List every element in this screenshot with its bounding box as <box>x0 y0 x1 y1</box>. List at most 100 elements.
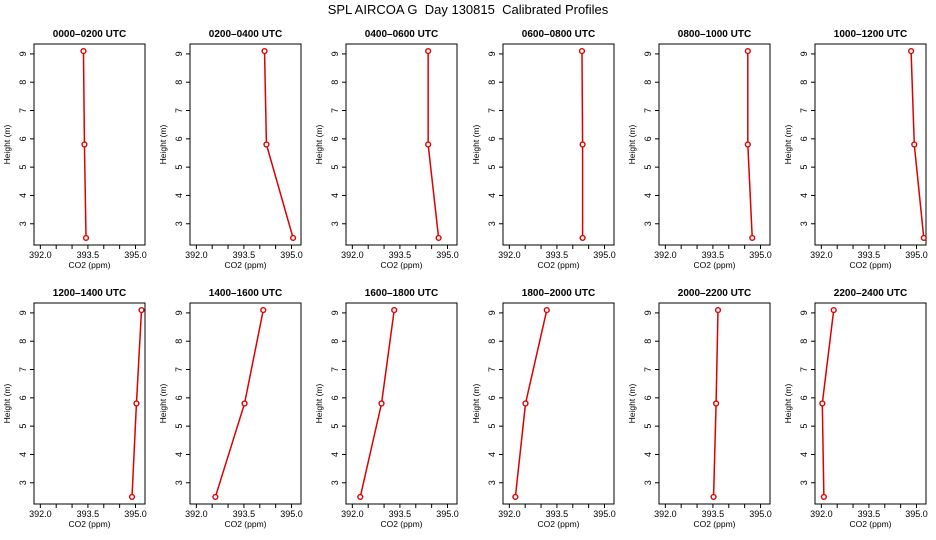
data-point <box>749 234 756 242</box>
data-point <box>522 400 529 407</box>
x-tick-label: 392.0 <box>654 250 677 260</box>
y-tick-label: 9 <box>799 310 809 315</box>
x-tick-label: 393.5 <box>858 250 881 260</box>
data-point <box>712 400 720 407</box>
y-tick-label: 8 <box>18 339 28 344</box>
y-tick-label: 8 <box>643 339 653 344</box>
y-tick-label: 5 <box>799 424 809 429</box>
plot-frame <box>502 302 615 505</box>
x-axis-label: CO2 (ppm) <box>68 519 110 529</box>
x-axis-label: CO2 (ppm) <box>380 260 422 270</box>
profile-panel: 0600–0800 UTC 392.0 393.5 395.0 3 4 5 6 7 8 9 CO2 (… <box>471 29 616 270</box>
x-tick-label: 393.5 <box>77 250 100 260</box>
y-tick-label: 7 <box>174 108 184 113</box>
y-tick-label: 5 <box>18 424 28 429</box>
data-point <box>391 306 398 314</box>
y-tick-label: 4 <box>799 452 809 457</box>
data-point <box>241 400 248 407</box>
profile-line <box>359 309 395 498</box>
y-tick-label: 5 <box>174 165 184 170</box>
data-point <box>378 400 385 407</box>
x-tick-label: 393.5 <box>858 509 881 519</box>
y-tick-label: 6 <box>18 395 28 400</box>
x-tick-label: 393.5 <box>389 509 412 519</box>
plot-frame <box>345 43 458 246</box>
y-tick-label: 5 <box>487 165 497 170</box>
y-axis-label: Height (m) <box>314 125 324 165</box>
x-tick-label: 393.5 <box>702 250 725 260</box>
y-tick-label: 3 <box>643 221 653 226</box>
y-tick-label: 7 <box>487 367 497 372</box>
y-tick-label: 3 <box>330 480 340 485</box>
data-point <box>212 493 219 501</box>
plot-frame <box>33 302 146 505</box>
plot-frame <box>189 43 302 246</box>
x-tick-label: 395.0 <box>280 250 303 260</box>
y-tick-label: 7 <box>174 367 184 372</box>
plot-frame <box>658 302 771 505</box>
profile-panel: 1800–2000 UTC 392.0 393.5 395.0 3 4 5 6 7 8 9 CO2 (… <box>471 288 616 529</box>
profile-panel: 0800–1000 UTC 392.0 393.5 395.0 3 4 5 6 7 8 9 CO2 (… <box>627 29 772 270</box>
data-point <box>357 493 364 501</box>
x-tick-label: 392.0 <box>341 509 364 519</box>
x-tick-label: 392.0 <box>29 250 52 260</box>
y-tick-label: 7 <box>487 108 497 113</box>
data-point <box>920 234 927 242</box>
y-tick-label: 8 <box>330 339 340 344</box>
plot-frame <box>814 302 927 505</box>
x-tick-label: 393.5 <box>702 509 725 519</box>
data-point <box>128 493 136 501</box>
panel-title: 2000–2200 UTC <box>678 288 751 299</box>
profile-line <box>214 309 264 498</box>
x-tick-label: 392.0 <box>810 250 833 260</box>
profile-panel: 0200–0400 UTC 392.0 393.5 395.0 3 4 5 6 7 8 9 CO2 (… <box>158 29 303 270</box>
data-point <box>289 234 297 242</box>
y-tick-label: 7 <box>18 367 28 372</box>
y-tick-label: 3 <box>330 221 340 226</box>
data-point <box>710 493 717 501</box>
x-tick-label: 395.0 <box>749 250 772 260</box>
y-tick-label: 3 <box>174 221 184 226</box>
panel-title: 0800–1000 UTC <box>678 29 751 40</box>
data-point <box>512 493 519 501</box>
y-tick-label: 9 <box>643 51 653 56</box>
x-tick-label: 393.5 <box>389 250 412 260</box>
data-point <box>80 47 87 55</box>
y-axis-label: Height (m) <box>783 384 793 424</box>
data-point <box>578 47 586 55</box>
y-tick-label: 4 <box>643 452 653 457</box>
y-tick-label: 8 <box>18 80 28 85</box>
y-tick-label: 6 <box>487 136 497 141</box>
data-point <box>579 141 586 148</box>
x-tick-label: 393.5 <box>546 250 569 260</box>
y-tick-label: 9 <box>487 51 497 56</box>
y-tick-label: 8 <box>487 80 497 85</box>
y-tick-label: 7 <box>799 108 809 113</box>
y-tick-label: 8 <box>330 80 340 85</box>
plot-frame <box>814 43 927 246</box>
plot-frame <box>658 43 771 246</box>
y-axis-label: Height (m) <box>158 384 168 424</box>
plot-frame <box>345 302 458 505</box>
y-tick-label: 8 <box>174 80 184 85</box>
x-tick-label: 392.0 <box>654 509 677 519</box>
data-point <box>911 141 918 148</box>
y-tick-label: 3 <box>799 480 809 485</box>
x-axis-label: CO2 (ppm) <box>68 260 110 270</box>
data-point <box>261 47 268 55</box>
y-tick-label: 6 <box>18 136 28 141</box>
y-tick-label: 9 <box>330 310 340 315</box>
y-tick-label: 4 <box>174 452 184 457</box>
y-tick-label: 8 <box>643 80 653 85</box>
y-tick-label: 4 <box>18 452 28 457</box>
y-tick-label: 8 <box>799 339 809 344</box>
y-tick-label: 5 <box>643 165 653 170</box>
y-tick-label: 3 <box>174 480 184 485</box>
x-tick-label: 395.0 <box>905 250 928 260</box>
y-tick-label: 8 <box>799 80 809 85</box>
y-axis-label: Height (m) <box>627 384 637 424</box>
y-tick-label: 6 <box>330 395 340 400</box>
data-point <box>138 306 145 314</box>
panel-title: 0400–0600 UTC <box>365 29 438 40</box>
